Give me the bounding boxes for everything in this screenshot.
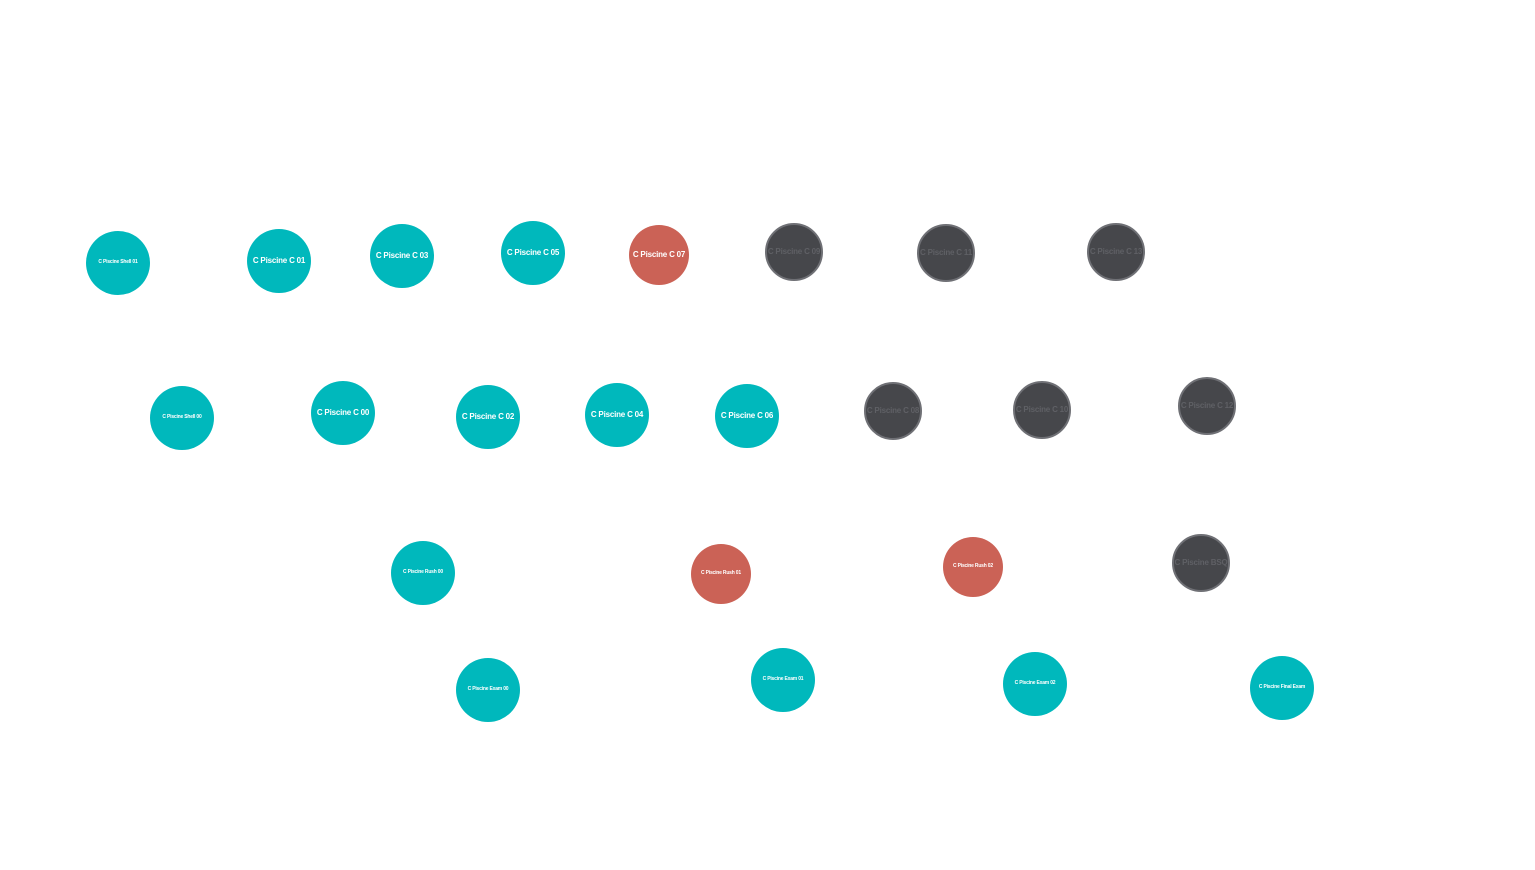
node-label: C Piscine Shell 00 [162,414,202,421]
node-c-piscine-c-09[interactable]: C Piscine C 09 [765,223,823,281]
node-label: C Piscine Final Exam [1258,684,1306,691]
node-c-piscine-c-08[interactable]: C Piscine C 08 [864,382,922,440]
node-label: C Piscine BSQ [1174,557,1228,567]
node-c-piscine-c-07[interactable]: C Piscine C 07 [629,225,689,285]
node-label: C Piscine C 12 [1180,400,1234,410]
node-label: C Piscine C 04 [590,409,644,419]
node-label: C Piscine Shell 01 [98,259,138,266]
node-c-piscine-c-02[interactable]: C Piscine C 02 [456,385,520,449]
node-c-piscine-c-13[interactable]: C Piscine C 13 [1087,223,1145,281]
node-label: C Piscine Exam 02 [1014,680,1056,687]
node-label: C Piscine C 06 [720,410,774,420]
node-c-piscine-rush-02[interactable]: C Piscine Rush 02 [943,537,1003,597]
node-label: C Piscine C 10 [1015,404,1069,414]
node-label: C Piscine C 13 [1089,246,1143,256]
node-c-piscine-rush-01[interactable]: C Piscine Rush 01 [691,544,751,604]
node-c-piscine-c-11[interactable]: C Piscine C 11 [917,224,975,282]
node-label: C Piscine C 09 [767,246,821,256]
node-label: C Piscine C 02 [461,411,515,421]
node-c-piscine-shell-00[interactable]: C Piscine Shell 00 [150,386,214,450]
node-c-piscine-c-06[interactable]: C Piscine C 06 [715,384,779,448]
node-c-piscine-exam-00[interactable]: C Piscine Exam 00 [456,658,520,722]
node-c-piscine-shell-01[interactable]: C Piscine Shell 01 [86,231,150,295]
node-c-piscine-c-03[interactable]: C Piscine C 03 [370,224,434,288]
node-c-piscine-rush-00[interactable]: C Piscine Rush 00 [391,541,455,605]
node-label: C Piscine Rush 00 [403,569,443,576]
node-label: C Piscine C 01 [252,255,306,265]
node-label: C Piscine Rush 02 [953,563,993,570]
node-c-piscine-c-01[interactable]: C Piscine C 01 [247,229,311,293]
node-c-piscine-final-exam[interactable]: C Piscine Final Exam [1250,656,1314,720]
node-c-piscine-c-10[interactable]: C Piscine C 10 [1013,381,1071,439]
node-label: C Piscine Exam 00 [467,686,509,693]
node-c-piscine-exam-01[interactable]: C Piscine Exam 01 [751,648,815,712]
node-label: C Piscine C 00 [316,407,370,417]
node-label: C Piscine Rush 01 [701,570,741,577]
node-c-piscine-c-05[interactable]: C Piscine C 05 [501,221,565,285]
node-label: C Piscine Exam 01 [762,676,804,683]
node-c-piscine-exam-02[interactable]: C Piscine Exam 02 [1003,652,1067,716]
node-label: C Piscine C 05 [506,247,560,257]
node-label: C Piscine C 03 [375,250,429,260]
node-c-piscine-c-12[interactable]: C Piscine C 12 [1178,377,1236,435]
node-c-piscine-c-00[interactable]: C Piscine C 00 [311,381,375,445]
node-label: C Piscine C 11 [920,247,972,257]
node-c-piscine-bsq[interactable]: C Piscine BSQ [1172,534,1230,592]
node-label: C Piscine C 07 [632,249,686,259]
node-label: C Piscine C 08 [866,405,920,415]
node-c-piscine-c-04[interactable]: C Piscine C 04 [585,383,649,447]
